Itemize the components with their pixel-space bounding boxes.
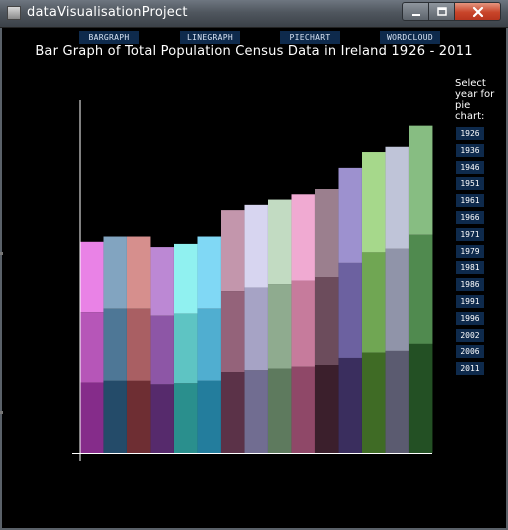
- bar-1951-segment-2: [150, 315, 174, 385]
- bar-1961-segment-2: [174, 313, 198, 384]
- bar-1986-segment-1: [291, 366, 315, 453]
- bar-1979-segment-1: [244, 370, 268, 453]
- year-button-1936[interactable]: 1936: [456, 143, 484, 157]
- year-button-1971[interactable]: 1971: [456, 227, 484, 241]
- window-controls: [402, 2, 501, 21]
- bar-1991-segment-2: [315, 277, 339, 365]
- bar-2002-segment-3: [362, 152, 386, 253]
- year-button-2011[interactable]: 2011: [456, 362, 484, 376]
- bar-2011-segment-1: [409, 343, 433, 453]
- bar-1936-segment-3: [103, 236, 127, 309]
- bar-1961-segment-3: [174, 243, 198, 314]
- window-title: dataVisualisationProject: [27, 5, 188, 20]
- year-button-1961[interactable]: 1961: [456, 194, 484, 208]
- bar-1926-segment-2: [80, 312, 104, 383]
- titlebar[interactable]: dataVisualisationProject: [0, 0, 508, 28]
- bar-1979-segment-2: [244, 287, 268, 371]
- bar-1966-segment-1: [197, 380, 221, 453]
- close-icon[interactable]: [455, 2, 501, 21]
- year-button-1981[interactable]: 1981: [456, 261, 484, 275]
- year-button-1986[interactable]: 1986: [456, 278, 484, 292]
- year-button-1991[interactable]: 1991: [456, 295, 484, 308]
- bar-1996-segment-2: [338, 262, 362, 358]
- edge-mark-bottom: [0, 411, 3, 414]
- year-button-1966[interactable]: 1966: [456, 211, 484, 224]
- bar-1966-segment-2: [197, 308, 221, 381]
- bar-1926-segment-1: [80, 382, 104, 453]
- edge-mark-top: [0, 252, 3, 255]
- bar-1991-segment-1: [315, 365, 339, 453]
- year-button-2006[interactable]: 2006: [456, 345, 484, 359]
- bar-1946-segment-1: [127, 380, 151, 453]
- bar-1971-segment-1: [221, 372, 245, 453]
- window-app-icon[interactable]: [7, 6, 21, 20]
- bar-1926-segment-3: [80, 241, 104, 313]
- bar-1991-segment-3: [315, 189, 339, 277]
- bar-1936-segment-2: [103, 308, 127, 381]
- bar-1981-segment-2: [268, 284, 292, 369]
- maximize-icon[interactable]: [429, 2, 455, 21]
- wordcloud-button[interactable]: WORDCLOUD: [380, 31, 440, 44]
- bar-1971-segment-3: [221, 210, 245, 292]
- bar-1986-segment-3: [291, 194, 315, 281]
- year-button-1996[interactable]: 1996: [456, 311, 484, 325]
- year-button-1979[interactable]: 1979: [456, 244, 484, 258]
- bar-2011-segment-2: [409, 234, 433, 344]
- bar-1981-segment-1: [268, 368, 292, 453]
- bar-1961-segment-1: [174, 383, 198, 453]
- bar-1936-segment-1: [103, 380, 127, 453]
- bar-1951-segment-3: [150, 247, 174, 316]
- bar-2006-segment-3: [385, 146, 409, 249]
- year-button-1946[interactable]: 1946: [456, 160, 484, 174]
- bar-1951-segment-1: [150, 384, 174, 453]
- bar-1981-segment-3: [268, 199, 292, 285]
- linegraph-button[interactable]: LINEGRAPH: [180, 31, 240, 44]
- bar-1946-segment-3: [127, 236, 151, 309]
- year-button-1926[interactable]: 1926: [456, 127, 484, 140]
- bar-2006-segment-2: [385, 248, 409, 351]
- bar-2002-segment-1: [362, 352, 386, 453]
- chart-title: Bar Graph of Total Population Census Dat…: [35, 44, 473, 59]
- bar-2006-segment-1: [385, 350, 409, 453]
- minimize-icon[interactable]: [402, 2, 429, 21]
- bargraph-button[interactable]: BARGRAPH: [79, 31, 139, 44]
- bar-1966-segment-3: [197, 236, 221, 309]
- bar-1971-segment-2: [221, 291, 245, 373]
- bar-1996-segment-3: [338, 167, 362, 263]
- year-button-2002[interactable]: 2002: [456, 328, 484, 342]
- bar-2011-segment-3: [409, 125, 433, 235]
- year-button-1951[interactable]: 1951: [456, 177, 484, 191]
- bar-2002-segment-2: [362, 252, 386, 353]
- piechart-button[interactable]: PIECHART: [280, 31, 340, 44]
- bar-1986-segment-2: [291, 280, 315, 367]
- bar-1979-segment-3: [244, 204, 268, 288]
- bar-1996-segment-1: [338, 357, 362, 453]
- year-select-label: Select year for pie chart:: [455, 78, 495, 122]
- bar-1946-segment-2: [127, 308, 151, 381]
